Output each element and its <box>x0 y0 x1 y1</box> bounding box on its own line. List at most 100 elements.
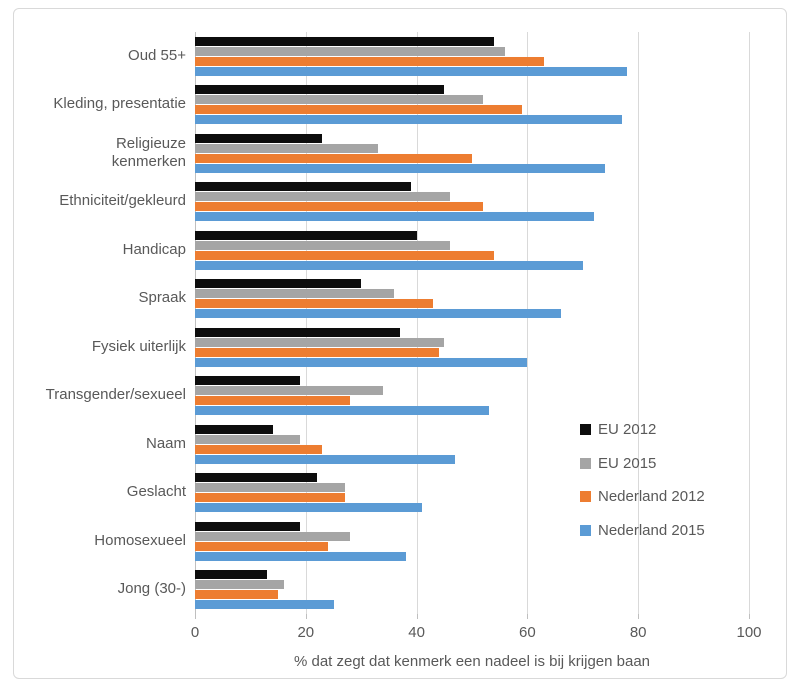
bar <box>195 153 472 163</box>
bar-group <box>195 226 749 275</box>
bar-group <box>195 81 749 130</box>
bar <box>195 357 528 367</box>
bar <box>195 473 317 483</box>
chart-container: Oud 55+ Kleding, presentatie Religieuze ke… <box>13 8 787 679</box>
bar-group <box>195 129 749 178</box>
gridline-80 <box>638 32 640 614</box>
category-label: Fysiek uiterlijk <box>91 337 186 355</box>
bar <box>195 212 594 222</box>
tick-mark-80 <box>638 614 640 619</box>
bar-group <box>195 517 749 566</box>
bar <box>195 521 301 531</box>
x-axis-title: % dat zegt dat kenmerk een nadeel is bij… <box>293 653 651 670</box>
gridline-100 <box>749 32 750 614</box>
bar <box>195 163 605 173</box>
bar <box>195 600 334 610</box>
bar <box>195 260 583 270</box>
bar-group <box>195 323 749 372</box>
legend-swatch-icon <box>580 457 591 469</box>
legend-label: EU 2015 <box>598 454 657 472</box>
category-label: Religieuze kenmerken <box>111 134 186 171</box>
bar <box>195 347 439 357</box>
bar <box>195 541 328 551</box>
x-tick-label: 60 <box>519 624 536 641</box>
bar <box>195 105 522 115</box>
bar <box>195 503 423 513</box>
bar <box>195 279 362 289</box>
bar <box>195 250 495 260</box>
category-label: Spraak <box>138 289 186 307</box>
bar <box>195 376 301 386</box>
bar <box>195 95 484 105</box>
legend: EU 2012 EU 2015 Nederland 2012 Nederland 20… <box>580 413 705 547</box>
legend-label: Nederland 2012 <box>598 488 705 506</box>
bar <box>195 424 273 434</box>
bar <box>195 202 484 212</box>
category-label: Jong (30-) <box>117 580 186 598</box>
category-label: Homosexueel <box>94 531 186 549</box>
x-tick-label: 100 <box>736 624 762 641</box>
bar <box>195 230 417 240</box>
bar <box>195 36 495 46</box>
category-label: Transgender/sexueel <box>45 386 186 404</box>
bar-group <box>195 469 749 518</box>
category-label: Oud 55+ <box>128 46 186 64</box>
legend-label: Nederland 2015 <box>598 521 705 539</box>
category-axis-line <box>195 32 196 614</box>
bar <box>195 406 489 416</box>
bar <box>195 299 434 309</box>
category-label: Ethniciteit/gekleurd <box>59 192 186 210</box>
legend-item: EU 2012 <box>580 413 705 447</box>
gridline-40 <box>416 32 418 614</box>
bar <box>195 240 450 250</box>
x-tick-label: 80 <box>629 624 647 641</box>
bar <box>195 309 561 319</box>
bar <box>195 66 628 76</box>
plot-area <box>195 32 750 619</box>
legend-label: EU 2012 <box>598 421 657 439</box>
legend-item: Nederland 2012 <box>580 480 705 514</box>
bar <box>195 85 445 95</box>
bar <box>195 327 400 337</box>
legend-item: EU 2015 <box>580 447 705 481</box>
bar <box>195 143 378 153</box>
bar-group <box>195 275 749 324</box>
bar-group <box>195 32 749 81</box>
bar-group <box>195 178 749 227</box>
gridline-60 <box>527 32 529 614</box>
bar <box>195 483 345 493</box>
bar <box>195 115 622 125</box>
bar-group <box>195 420 749 469</box>
category-label: Handicap <box>122 240 186 258</box>
tick-mark-0 <box>195 614 196 619</box>
bar <box>195 337 445 347</box>
bar <box>195 396 351 406</box>
bar <box>195 531 351 541</box>
tick-mark-60 <box>527 614 529 619</box>
legend-item: Nederland 2015 <box>580 514 705 548</box>
bar <box>195 493 345 503</box>
bar <box>195 434 301 444</box>
bar <box>195 182 412 192</box>
bar <box>195 580 284 590</box>
tick-mark-40 <box>416 614 418 619</box>
bar-group <box>195 566 749 615</box>
bar <box>195 444 323 454</box>
legend-swatch-icon <box>580 424 591 436</box>
category-label: Kleding, presentatie <box>53 95 186 113</box>
legend-swatch-icon <box>580 491 591 503</box>
bar <box>195 454 456 464</box>
bar <box>195 590 279 600</box>
gridline-20 <box>305 32 307 614</box>
category-label: Naam <box>145 434 186 452</box>
bar <box>195 56 545 66</box>
bar <box>195 551 406 561</box>
bar <box>195 386 384 396</box>
bar <box>195 570 268 580</box>
bar <box>195 289 395 299</box>
tick-mark-100 <box>749 614 750 619</box>
x-tick-label: 20 <box>297 624 315 641</box>
tick-mark-20 <box>305 614 307 619</box>
category-label: Geslacht <box>126 483 186 501</box>
